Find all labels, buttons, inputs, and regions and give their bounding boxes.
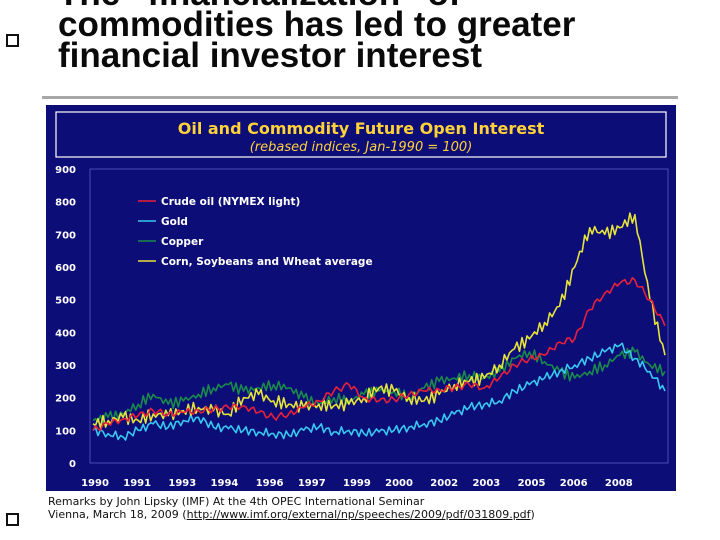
x-tick-label: 2005 [518, 478, 546, 489]
y-tick-label: 200 [55, 394, 76, 405]
x-tick-label: 2008 [605, 478, 633, 489]
caption-suffix: ) [530, 508, 535, 521]
legend-label: Corn, Soybeans and Wheat average [161, 256, 373, 268]
chart-title-box [55, 111, 667, 158]
chart-panel: Oil and Commodity Future Open Interest (r… [46, 105, 676, 491]
bullet-square-icon [6, 34, 19, 47]
y-tick-label: 900 [55, 165, 76, 176]
x-tick-label: 1997 [298, 478, 326, 489]
x-tick-label: 1990 [81, 478, 109, 489]
y-tick-label: 300 [55, 361, 76, 372]
caption-line-1: Remarks by John Lipsky (IMF) At the 4th … [48, 495, 425, 508]
x-tick-label: 1993 [168, 478, 196, 489]
x-tick-label: 1999 [343, 478, 371, 489]
title-divider [42, 96, 678, 99]
y-tick-label: 800 [55, 198, 76, 209]
caption-prefix: Vienna, March 18, 2009 ( [48, 508, 187, 521]
source-caption: Remarks by John Lipsky (IMF) At the 4th … [48, 495, 535, 521]
y-tick-label: 400 [55, 328, 76, 339]
y-tick-label: 100 [55, 426, 76, 437]
y-tick-label: 0 [69, 459, 76, 470]
slide-title-line-1: The “financialization” of [58, 0, 698, 11]
x-tick-label: 1994 [211, 478, 239, 489]
legend-label: Copper [161, 236, 204, 248]
copper-line [92, 346, 666, 424]
y-tick-label: 700 [55, 230, 76, 241]
x-tick-label: 2002 [430, 478, 458, 489]
chart-svg: Oil and Commodity Future Open Interest (r… [55, 111, 669, 489]
x-tick-label: 2000 [385, 478, 413, 489]
chart-title: Oil and Commodity Future Open Interest [178, 119, 545, 138]
slide-title-line-3: financial investor interest [58, 36, 483, 75]
y-tick-label: 600 [55, 263, 76, 274]
source-link[interactable]: http://www.imf.org/external/np/speeches/… [186, 508, 531, 521]
legend-label: Crude oil (NYMEX light) [161, 196, 300, 208]
legend-label: Gold [161, 216, 188, 228]
x-tick-label: 2003 [472, 478, 500, 489]
chart-subtitle: (rebased indices, Jan-1990 = 100) [250, 140, 473, 155]
y-tick-label: 500 [55, 296, 76, 307]
x-tick-label: 1991 [123, 478, 151, 489]
caption-line-2: Vienna, March 18, 2009 (http://www.imf.o… [48, 508, 535, 521]
plot-frame [89, 168, 669, 464]
bullet-square-icon [6, 513, 19, 526]
x-tick-label: 2006 [560, 478, 588, 489]
slide-title-line-2: commodities has led to greater [58, 5, 576, 44]
gold-line [92, 342, 666, 441]
x-tick-label: 1996 [256, 478, 284, 489]
grains-line [92, 212, 666, 429]
slide-title: The “financialization” of commodities ha… [58, 0, 698, 75]
crude-oil-line [92, 276, 666, 431]
